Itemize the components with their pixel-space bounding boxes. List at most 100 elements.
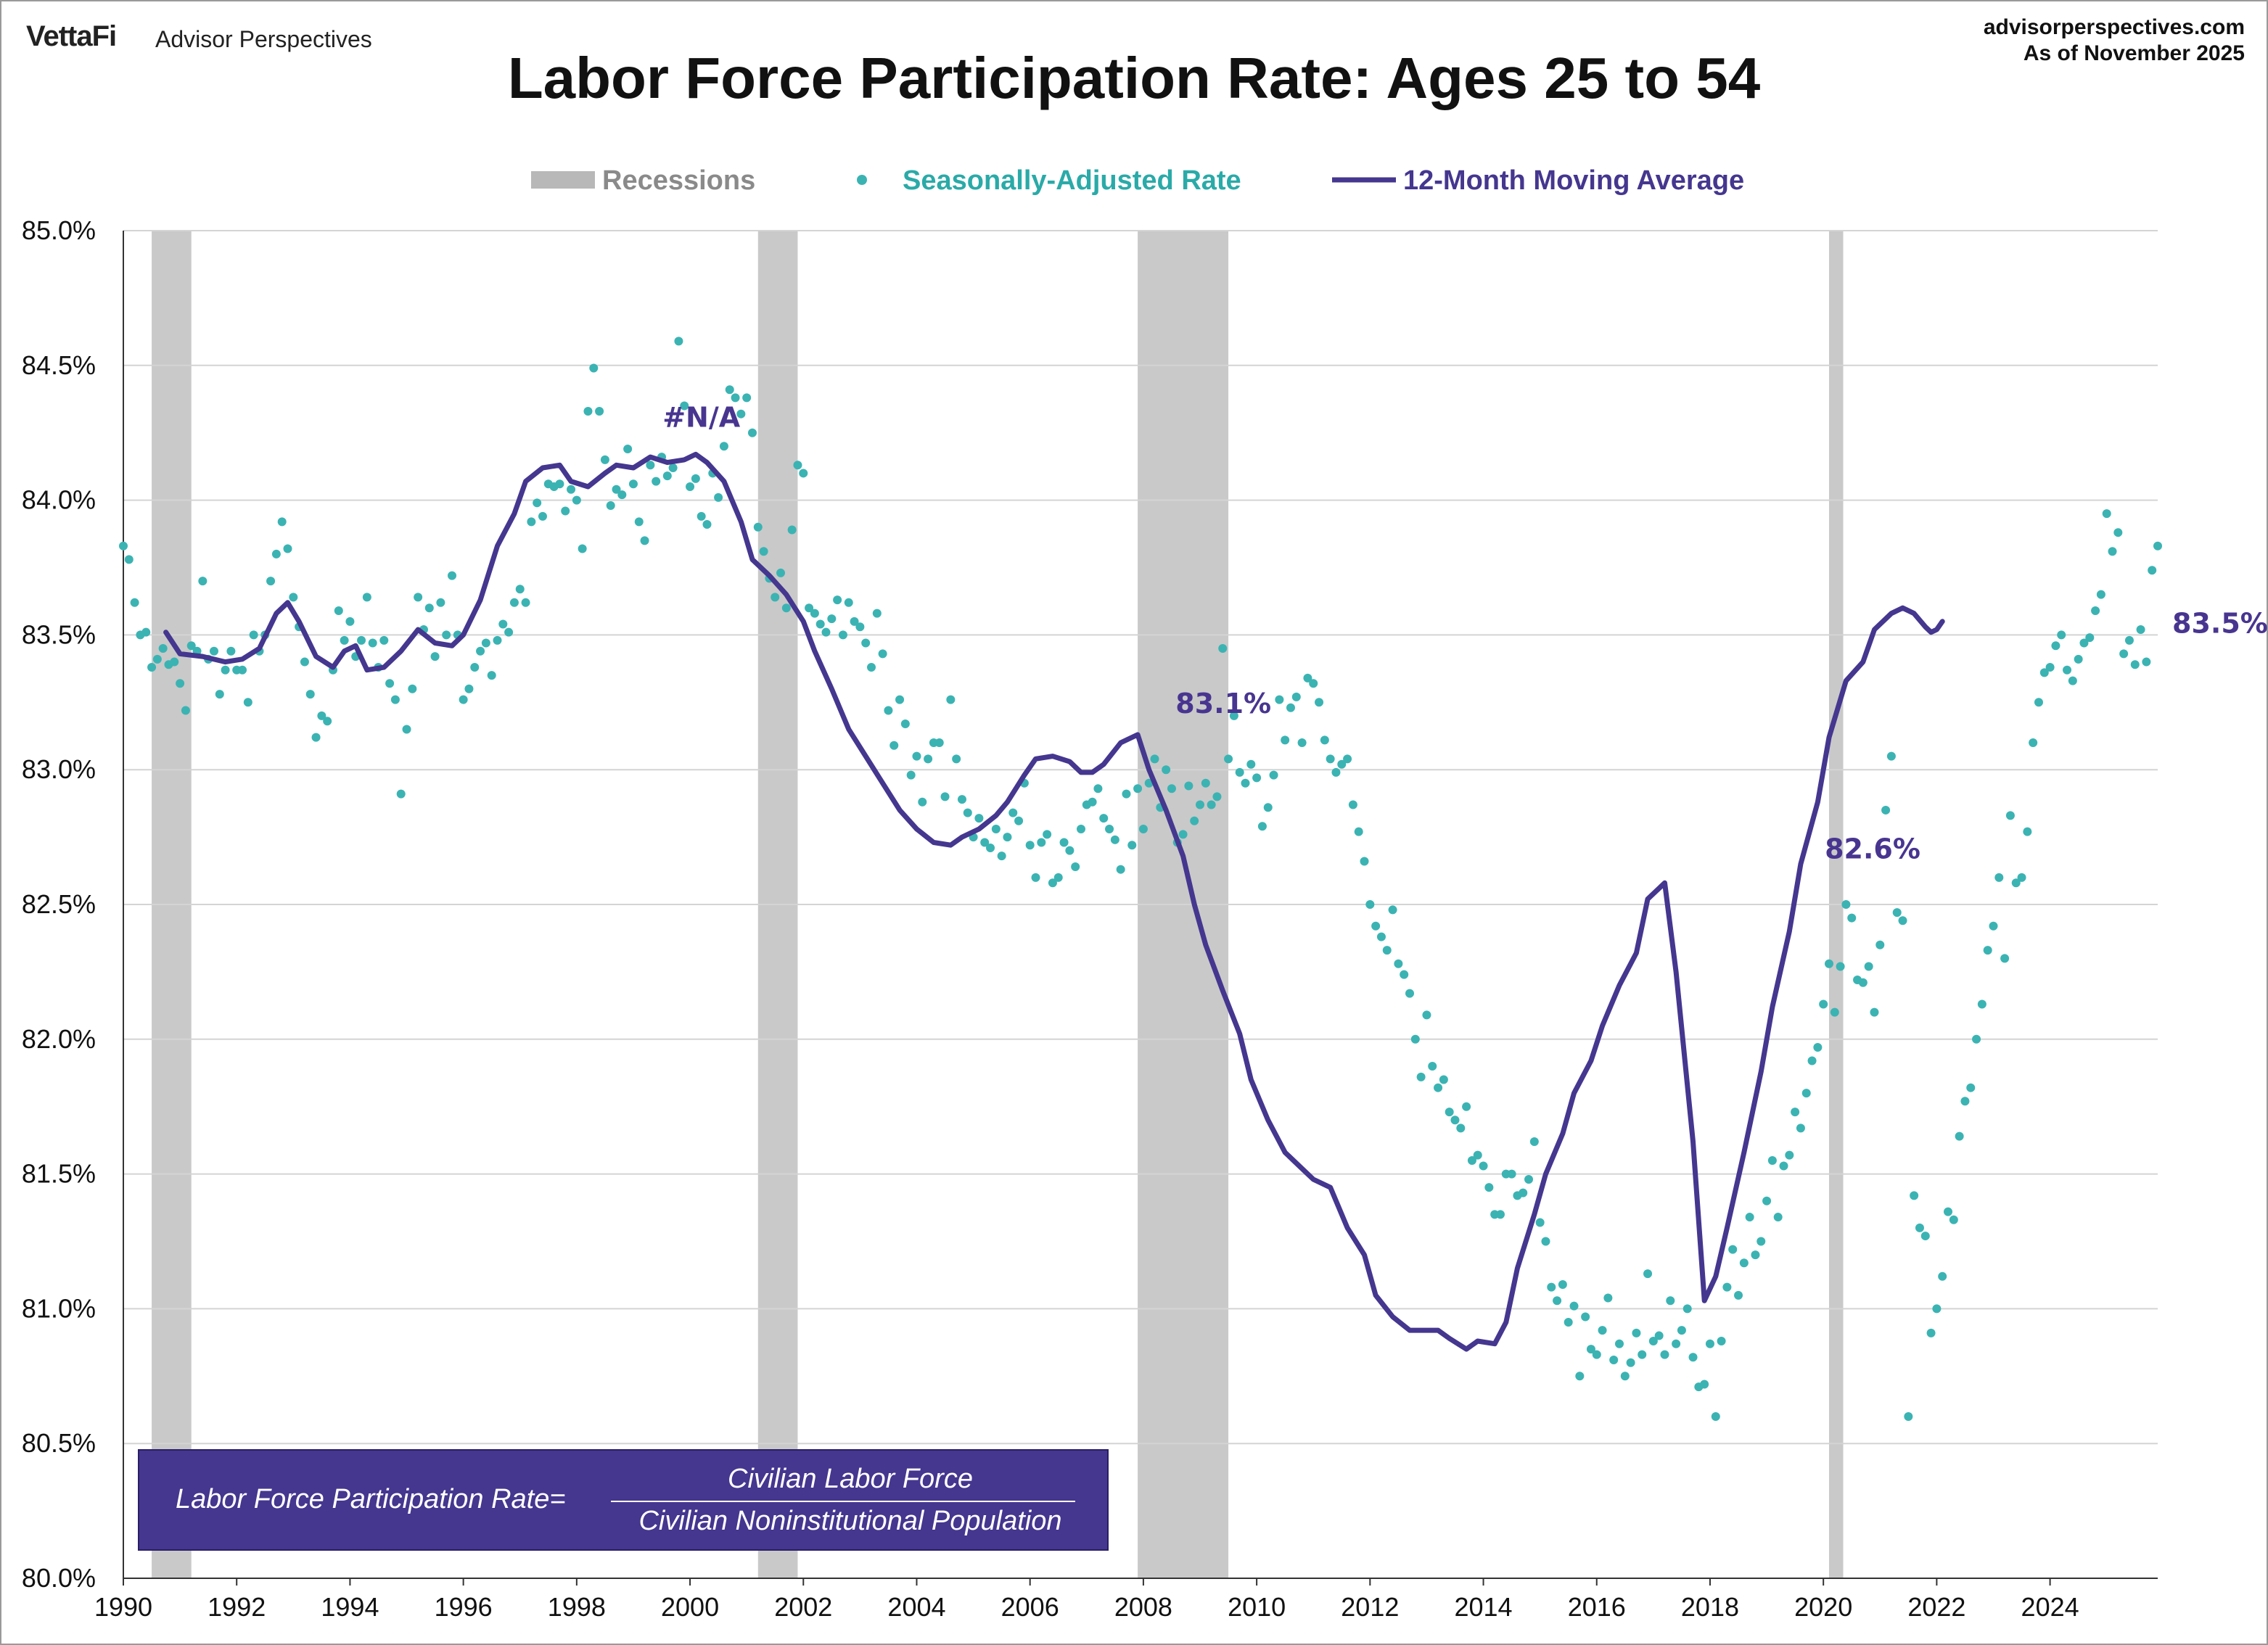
data-point (1456, 1124, 1466, 1133)
data-point (2000, 954, 2010, 963)
data-point (668, 463, 678, 473)
data-point (1297, 738, 1307, 748)
x-tick-label: 2016 (1568, 1592, 1626, 1622)
data-point (181, 706, 190, 715)
data-point (1757, 1237, 1766, 1246)
data-point (1547, 1282, 1556, 1292)
data-point (952, 754, 961, 764)
data-point (623, 444, 633, 453)
data-point (589, 363, 599, 373)
data-point (1886, 751, 1896, 761)
data-point (1847, 913, 1857, 923)
data-point (317, 711, 326, 720)
data-point (652, 477, 661, 486)
data-point (963, 808, 972, 817)
data-point (572, 495, 581, 505)
data-point (147, 662, 157, 672)
data-point (323, 717, 332, 726)
data-point (1915, 1223, 1924, 1232)
x-tick-label: 2024 (2021, 1592, 2079, 1622)
data-point (226, 646, 236, 656)
data-point (1053, 873, 1063, 882)
data-point (1564, 1317, 1573, 1327)
data-point (1246, 759, 1256, 769)
data-point (1110, 835, 1119, 844)
data-point (1598, 1326, 1607, 1335)
x-tick-label: 1992 (208, 1592, 266, 1622)
chart-title: Labor Force Participation Rate: Ages 25 … (507, 46, 1761, 110)
y-tick-label: 84.5% (22, 350, 96, 380)
data-point (1711, 1412, 1720, 1422)
data-point (2017, 873, 2026, 882)
data-point (1807, 1056, 1817, 1065)
data-point (1450, 1116, 1460, 1125)
data-point (1614, 1339, 1624, 1348)
data-point (1224, 754, 1233, 764)
data-point (850, 617, 859, 626)
data-point (714, 492, 723, 502)
data-point (249, 630, 258, 640)
data-point (583, 406, 593, 416)
data-point (408, 684, 417, 693)
data-point (946, 695, 956, 704)
formula-denominator: Civilian Noninstitutional Population (638, 1506, 1062, 1536)
data-point (986, 843, 995, 852)
data-point (498, 619, 508, 629)
brand-logo: VettaFi (26, 20, 117, 52)
data-point (2148, 566, 2157, 575)
brand-subtitle: Advisor Perspectives (155, 26, 372, 52)
formula-fraction-bar (611, 1501, 1075, 1502)
data-point (1326, 754, 1335, 764)
formula-box: Labor Force Participation Rate= Civilian… (138, 1449, 1109, 1551)
data-point (805, 603, 814, 613)
data-point (1643, 1269, 1653, 1279)
data-point (2005, 811, 2015, 820)
data-point (209, 646, 218, 656)
data-point (1196, 800, 1205, 809)
data-point (1785, 1150, 1794, 1160)
data-point (1093, 784, 1103, 793)
data-point (1360, 857, 1369, 866)
data-point (176, 679, 185, 688)
data-point (141, 627, 151, 637)
data-point (283, 544, 292, 553)
data-point (725, 385, 734, 395)
data-point (878, 649, 887, 659)
data-point (2142, 657, 2151, 667)
data-point (1071, 862, 1080, 871)
data-point (1320, 735, 1329, 745)
data-point (459, 695, 468, 704)
data-point (470, 662, 480, 672)
x-tick-label: 2014 (1454, 1592, 1512, 1622)
data-point (414, 593, 423, 602)
data-point (906, 770, 916, 780)
data-point (634, 517, 644, 527)
data-point (436, 598, 445, 607)
data-point (855, 622, 865, 632)
data-point (221, 665, 230, 675)
data-point (1977, 999, 1986, 1009)
data-point (555, 479, 564, 489)
as-of-date: As of November 2025 (2023, 41, 2245, 65)
data-point (1813, 1042, 1823, 1052)
data-point (1989, 921, 1998, 931)
data-point (595, 406, 604, 416)
data-point (957, 795, 966, 804)
data-point (612, 485, 621, 494)
data-point (1394, 959, 1403, 968)
data-point (1315, 698, 1324, 707)
data-point (1275, 695, 1284, 704)
data-point (980, 838, 990, 847)
gridlines (123, 230, 2158, 1445)
data-point (1660, 1350, 1669, 1359)
data-point (1682, 1304, 1692, 1314)
data-point (1331, 767, 1341, 777)
data-point (362, 593, 371, 602)
data-point (872, 609, 882, 618)
data-point (753, 522, 763, 532)
data-point (521, 598, 530, 607)
data-point (1495, 1210, 1505, 1219)
data-point (991, 824, 1001, 833)
data-point (1303, 673, 1312, 683)
x-tick-labels: 1990 1992 1994 1996 1998 2000 2002 2004 2006 2008… (94, 1578, 2079, 1622)
